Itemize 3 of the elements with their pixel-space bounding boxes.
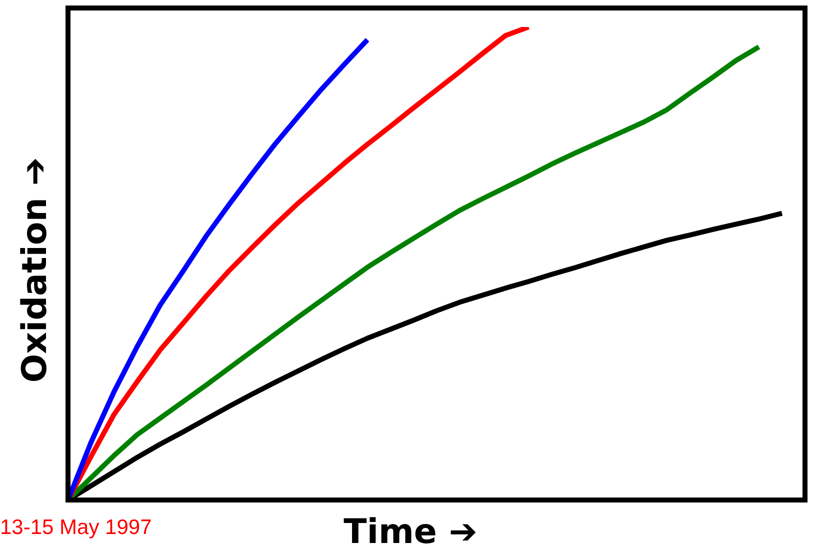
text: 13-15 May 1997 xyxy=(0,516,152,540)
y-axis-title: Oxidation ➔ xyxy=(15,157,55,383)
x-axis-title: Time ➔ xyxy=(344,512,478,552)
